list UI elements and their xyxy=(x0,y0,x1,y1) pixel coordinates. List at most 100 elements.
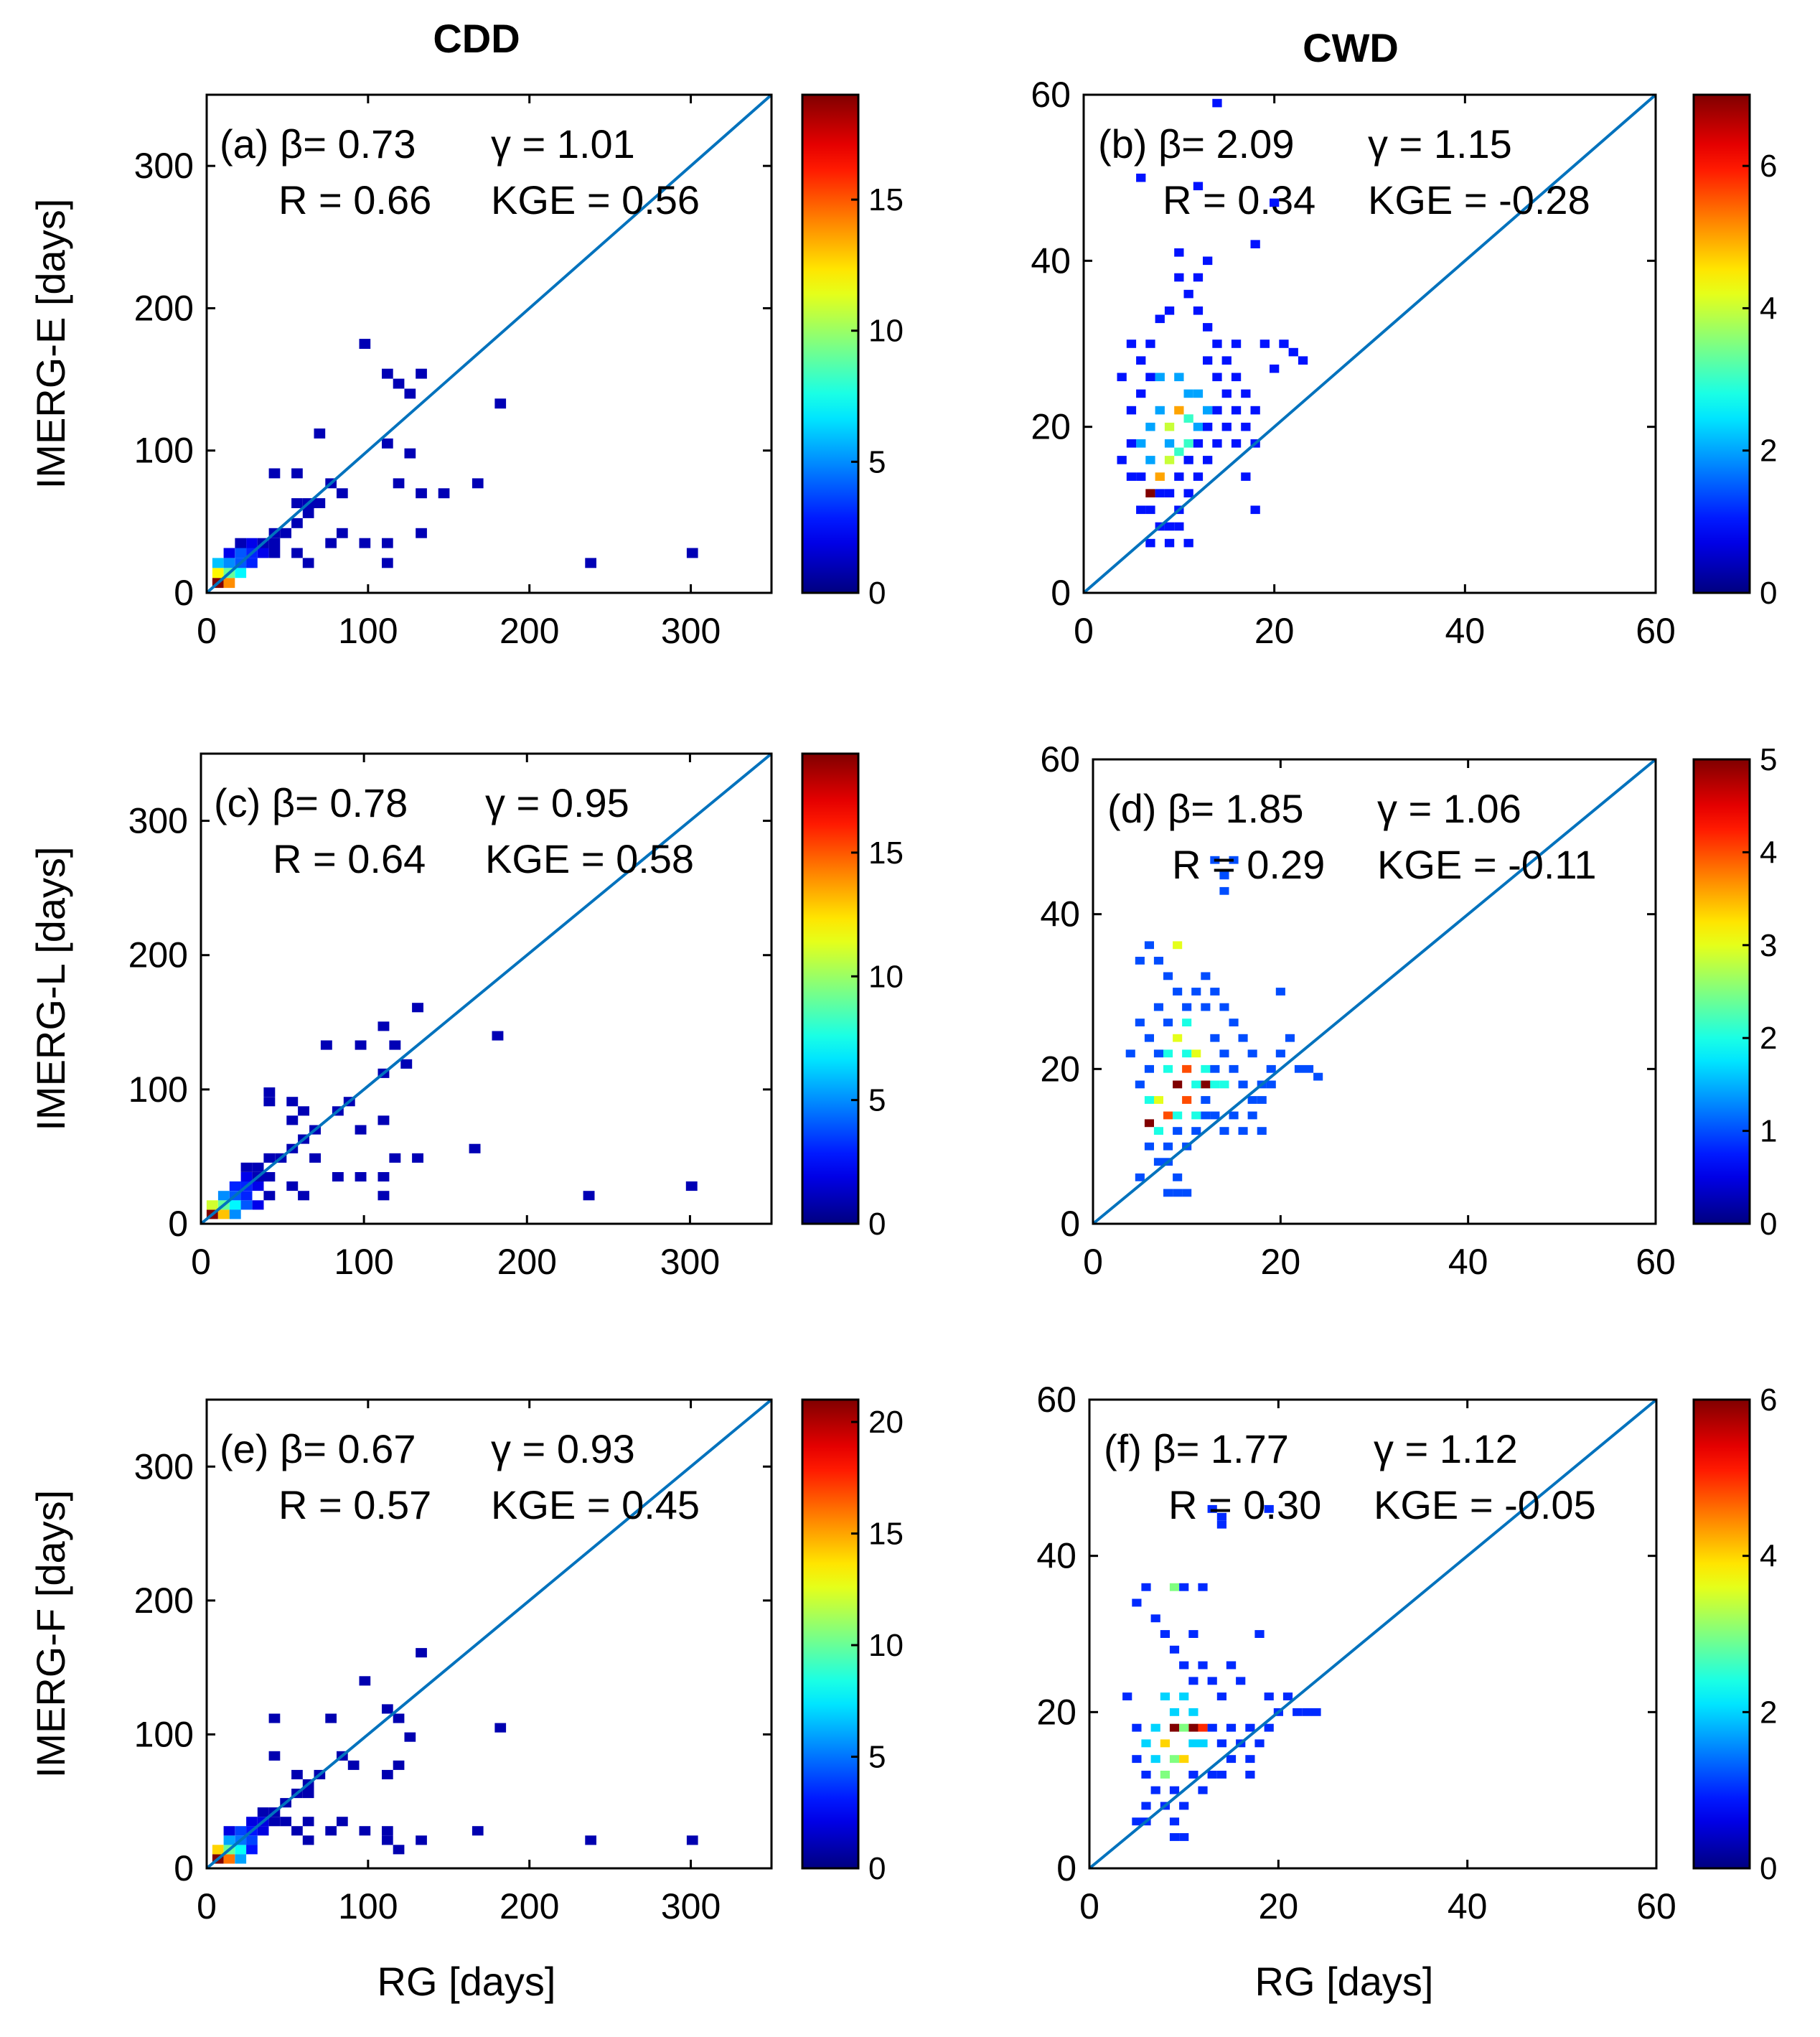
heatmap-cell xyxy=(1173,1080,1183,1089)
y-tick-label: 0 xyxy=(174,1848,194,1888)
heatmap-cell xyxy=(1179,1755,1189,1764)
heatmap-cell xyxy=(1203,456,1213,464)
y-tick-label: 20 xyxy=(1040,1049,1080,1089)
heatmap-cell xyxy=(1212,340,1222,348)
heatmap-cell xyxy=(1226,1661,1237,1670)
y-tick-label: 300 xyxy=(134,146,194,186)
stat-gamma: γ = 0.95 xyxy=(485,780,629,825)
x-tick-label: 20 xyxy=(1254,611,1295,651)
heatmap-cell xyxy=(291,548,303,558)
x-tick-label: 300 xyxy=(661,611,721,651)
heatmap-cell xyxy=(1191,1080,1201,1089)
heatmap-cell xyxy=(212,568,224,579)
heatmap-cell xyxy=(1155,373,1165,382)
heatmap-cell xyxy=(1182,1189,1192,1197)
colorbar-tick-label: 2 xyxy=(1760,1695,1777,1730)
heatmap-cell xyxy=(1117,456,1127,464)
heatmap-cell xyxy=(223,1835,235,1845)
colorbar xyxy=(801,1398,860,1870)
colorbar-tick-label: 15 xyxy=(868,835,904,871)
y-tick-label: 20 xyxy=(1031,407,1071,447)
heatmap-cell xyxy=(355,1172,367,1182)
x-tick-label: 0 xyxy=(191,1242,211,1282)
heatmap-cell xyxy=(1173,1111,1183,1120)
stat-r: R = 0.64 xyxy=(273,836,426,881)
heatmap-cell xyxy=(393,1760,405,1770)
heatmap-cell xyxy=(1279,340,1289,348)
one-to-one-line xyxy=(200,752,773,1225)
heatmap-cell xyxy=(1163,1111,1173,1120)
heatmap-cell xyxy=(416,528,427,538)
heatmap-cell xyxy=(1182,1064,1192,1073)
heatmap-cell xyxy=(1179,1723,1189,1732)
heatmap-cell xyxy=(1122,1692,1132,1700)
heatmap-cell xyxy=(1163,1049,1173,1058)
heatmap-cell xyxy=(1144,1096,1154,1104)
heatmap-cell xyxy=(1182,1018,1192,1026)
heatmap-cell xyxy=(223,548,235,558)
heatmap-cell xyxy=(1270,198,1280,207)
heatmap-cell xyxy=(1144,941,1154,950)
heatmap-cell xyxy=(1169,1786,1180,1794)
x-axis-label-left: RG [days] xyxy=(377,1959,556,2004)
stat-kge: KGE = 0.56 xyxy=(491,177,700,223)
one-to-one-line xyxy=(205,93,773,594)
heatmap-cell xyxy=(298,1191,309,1201)
heatmap-cell xyxy=(291,1769,303,1779)
y-tick-label: 0 xyxy=(168,1204,188,1244)
heatmap-cells xyxy=(1125,856,1323,1197)
heatmap-cell xyxy=(377,1172,390,1182)
heatmap-cell xyxy=(235,548,247,558)
heatmap-cell xyxy=(1245,1771,1255,1779)
heatmap-cell xyxy=(1219,1127,1229,1135)
heatmap-cell xyxy=(1164,422,1175,431)
heatmap-cell xyxy=(240,1162,253,1172)
x-tick-label: 100 xyxy=(334,1242,393,1282)
x-tick-label: 0 xyxy=(197,611,217,651)
heatmap-cell xyxy=(1135,1173,1145,1181)
heatmap-cell xyxy=(1141,1802,1151,1810)
heatmap-cell xyxy=(1270,364,1280,373)
stat-beta: (c) β= 0.78 xyxy=(214,780,408,825)
heatmap-cell xyxy=(1150,1755,1160,1764)
stat-gamma: γ = 1.01 xyxy=(491,121,635,167)
colorbar-tick-label: 0 xyxy=(1760,576,1777,611)
heatmap-cell xyxy=(1238,1080,1248,1089)
heatmap-cell xyxy=(1164,456,1175,464)
heatmap-cell xyxy=(1153,1096,1163,1104)
heatmap-cell xyxy=(246,1845,258,1855)
heatmap-cell xyxy=(1188,1677,1199,1685)
one-to-one-line xyxy=(1092,758,1657,1225)
y-axis-label: IMERG-L [days] xyxy=(28,846,73,1130)
heatmap-cell xyxy=(1294,1064,1304,1073)
heatmap-cells xyxy=(212,1648,698,1864)
heatmap-cell xyxy=(404,448,416,459)
heatmap-cell xyxy=(1198,1583,1208,1591)
heatmap-cell xyxy=(1221,389,1232,398)
heatmap-cell xyxy=(1141,1739,1151,1748)
heatmap-cell xyxy=(494,1723,507,1733)
heatmap-cell xyxy=(382,438,393,449)
y-tick-label: 40 xyxy=(1036,1536,1076,1576)
heatmap-cell xyxy=(359,1676,371,1686)
colorbar-tick-label: 15 xyxy=(868,182,904,217)
heatmap-cell xyxy=(1144,1034,1154,1042)
one-to-one-line xyxy=(205,1398,773,1870)
heatmap-cell xyxy=(382,368,393,379)
heatmap-cell xyxy=(1164,522,1175,531)
heatmap-cell xyxy=(263,1172,276,1182)
heatmap-cell xyxy=(1266,1064,1276,1073)
heatmap-cell xyxy=(1182,1003,1192,1011)
heatmap-cell xyxy=(1226,1755,1237,1764)
x-tick-label: 200 xyxy=(499,1886,559,1926)
heatmap-cell xyxy=(1141,1583,1151,1591)
heatmap-cell xyxy=(337,488,348,499)
heatmap-cell xyxy=(263,1153,276,1163)
heatmap-cell xyxy=(347,1760,360,1770)
x-tick-label: 100 xyxy=(338,611,398,651)
heatmap-cell xyxy=(1183,439,1193,448)
axes-box xyxy=(1088,1398,1658,1870)
heatmap-cell xyxy=(1191,1111,1201,1120)
stat-kge: KGE = -0.11 xyxy=(1377,842,1597,887)
